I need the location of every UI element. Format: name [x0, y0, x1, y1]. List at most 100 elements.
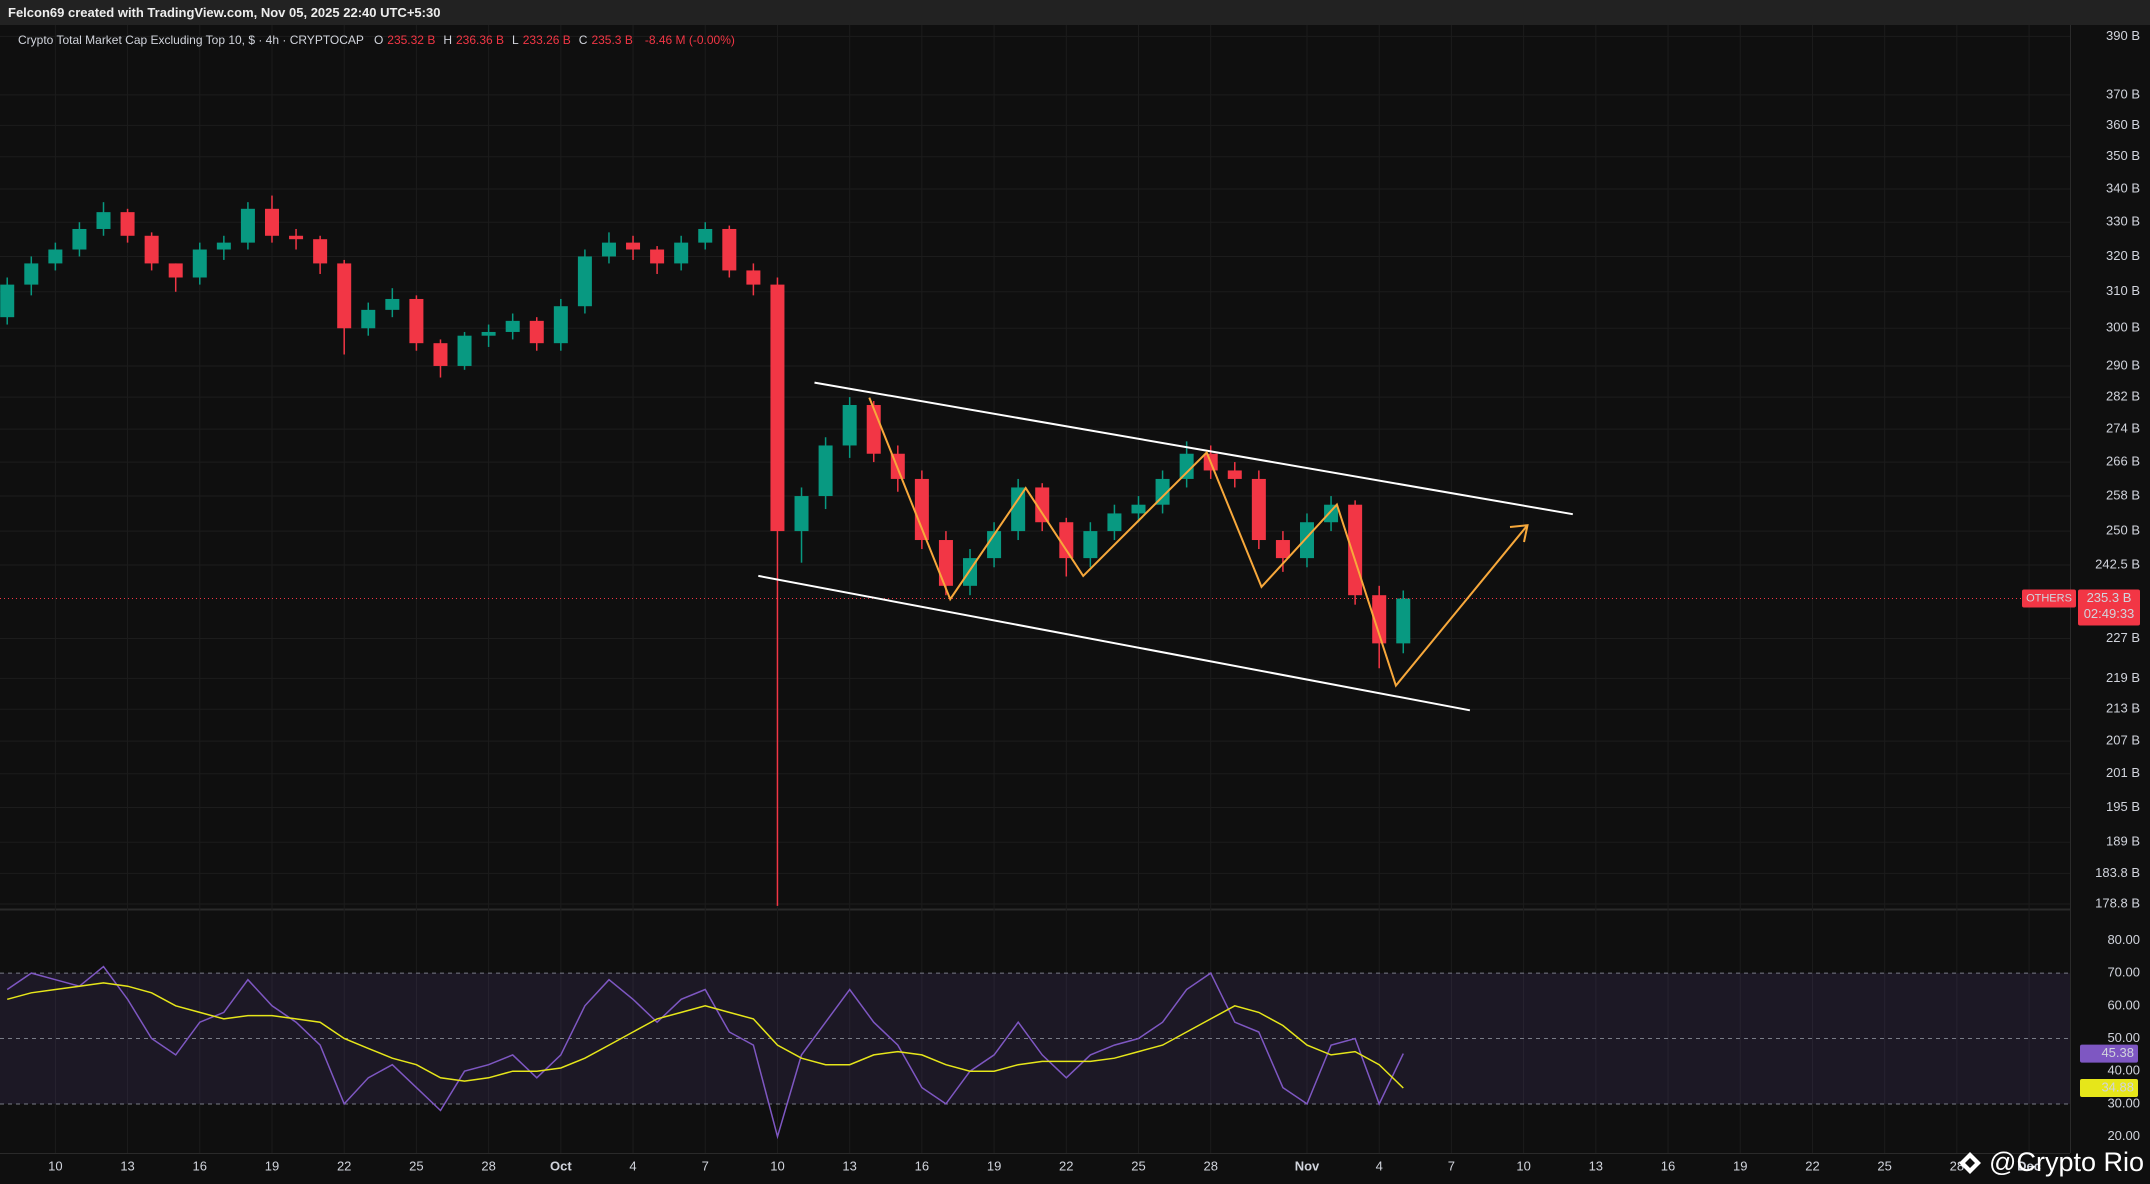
y-tick-label: 250 B — [2106, 523, 2140, 538]
legend-key: H — [443, 33, 452, 47]
candle-body — [24, 263, 39, 285]
rsi-tick-label: 60.00 — [2107, 997, 2140, 1012]
rsi-value-label: 34.88 — [2101, 1079, 2134, 1094]
candle-body — [529, 320, 544, 344]
candle-body — [1396, 598, 1411, 644]
y-tick-label: 282 B — [2106, 389, 2140, 404]
candle-body — [1083, 531, 1098, 559]
legend-value: -8.46 M (-0.00%) — [644, 33, 735, 47]
symbol-label: OTHERS — [2026, 592, 2072, 604]
x-tick-label: Nov — [1295, 1158, 1320, 1173]
rsi-tick-label: 30.00 — [2107, 1095, 2140, 1110]
drawings — [758, 381, 1573, 712]
candle-body — [96, 212, 111, 229]
legend-value: 233.26 B — [522, 33, 571, 47]
candle-body — [216, 242, 231, 250]
legend-key: L — [512, 33, 519, 47]
candle-body — [866, 405, 881, 454]
y-tick-label: 266 B — [2106, 454, 2140, 469]
legend-key: C — [578, 33, 588, 47]
channel-bottom — [758, 574, 1471, 712]
candle-body — [240, 208, 255, 243]
y-tick-label: 227 B — [2106, 630, 2140, 645]
candle-body — [1011, 487, 1026, 532]
countdown-label: 02:49:33 — [2084, 606, 2135, 621]
zigzag-projection — [868, 397, 1529, 688]
candle-body — [457, 335, 472, 366]
x-tick-label: 10 — [48, 1158, 62, 1173]
candle-body — [818, 445, 833, 497]
legend-key: O — [373, 33, 384, 47]
y-tick-label: 300 B — [2106, 320, 2140, 335]
candle-body — [289, 235, 304, 240]
x-tick-label: 25 — [409, 1158, 423, 1173]
y-tick-label: 195 B — [2106, 799, 2140, 814]
channel-top — [814, 381, 1573, 516]
candle-body — [264, 208, 279, 236]
x-tick-label: 13 — [842, 1158, 856, 1173]
candle-body — [1107, 513, 1122, 532]
candle-body — [192, 249, 207, 278]
y-tick-label: 183.8 B — [2095, 865, 2140, 880]
x-tick-label: 16 — [1661, 1158, 1675, 1173]
legend: Crypto Total Market Cap Excluding Top 10… — [18, 33, 739, 47]
x-tick-label: 16 — [915, 1158, 929, 1173]
rsi-value-box — [2080, 1078, 2138, 1097]
legend-value: 235.32 B — [387, 33, 436, 47]
y-tick-label: 350 B — [2106, 148, 2140, 163]
candle-body — [1251, 478, 1266, 541]
candle-body — [385, 298, 400, 310]
candle-body — [1324, 504, 1339, 523]
x-tick-label: 7 — [1448, 1158, 1455, 1173]
rsi-value-label: 45.38 — [2101, 1045, 2134, 1060]
candle-body — [746, 270, 761, 285]
x-tick-label: 7 — [702, 1158, 709, 1173]
price-pane — [0, 25, 2070, 909]
y-tick-label: 330 B — [2106, 214, 2140, 229]
candle-body — [337, 263, 352, 329]
y-tick-label: 201 B — [2106, 765, 2140, 780]
y-tick-label: 189 B — [2106, 834, 2140, 849]
y-tick-label: 178.8 B — [2095, 895, 2140, 910]
candle-body — [144, 235, 159, 264]
candle-body — [48, 249, 63, 264]
candle-body — [1179, 453, 1194, 479]
candle-body — [433, 343, 448, 366]
last-price-box — [2078, 589, 2140, 626]
x-tick-label: 16 — [193, 1158, 207, 1173]
top-bar: Felcon69 created with TradingView.com, N… — [0, 0, 2150, 25]
rsi-value-box — [2080, 1044, 2138, 1063]
candle-body — [1131, 504, 1146, 514]
arrow-head — [1509, 524, 1529, 543]
rsi-tick-label: 20.00 — [2107, 1128, 2140, 1143]
candle-body — [361, 309, 376, 329]
candle-body — [1275, 540, 1290, 559]
rsi-tick-label: 70.00 — [2107, 965, 2140, 980]
x-tick-label: 22 — [1805, 1158, 1819, 1173]
candle-body — [553, 306, 568, 344]
legend-value: 235.3 B — [591, 33, 633, 47]
rsi-tick-label: 80.00 — [2107, 932, 2140, 947]
y-tick-label: 274 B — [2106, 421, 2140, 436]
watermark-text: @Crypto Rio — [1989, 1147, 2144, 1177]
x-tick-label: 4 — [1376, 1158, 1383, 1173]
candle-body — [409, 298, 424, 344]
x-tick-label: 28 — [481, 1158, 495, 1173]
x-tick-label: 13 — [120, 1158, 134, 1173]
x-tick-label: 13 — [1589, 1158, 1603, 1173]
y-tick-label: 340 B — [2106, 180, 2140, 195]
x-tick-label: 19 — [265, 1158, 279, 1173]
x-tick-label: Oct — [550, 1158, 572, 1173]
candle-body — [1348, 504, 1363, 596]
y-tick-label: 207 B — [2106, 733, 2140, 748]
candle-body — [505, 320, 520, 332]
candle-body — [1155, 478, 1170, 505]
header: Felcon69 created with TradingView.com, N… — [8, 5, 441, 20]
candle-body — [914, 478, 929, 541]
marks — [0, 195, 2070, 1140]
watermark: @Crypto Rio — [1957, 1147, 2144, 1178]
legend-value: 236.36 B — [456, 33, 505, 47]
y-tick-label: 290 B — [2106, 357, 2140, 372]
y-tick-label: 370 B — [2106, 86, 2140, 101]
rsi-line — [7, 982, 1404, 1089]
